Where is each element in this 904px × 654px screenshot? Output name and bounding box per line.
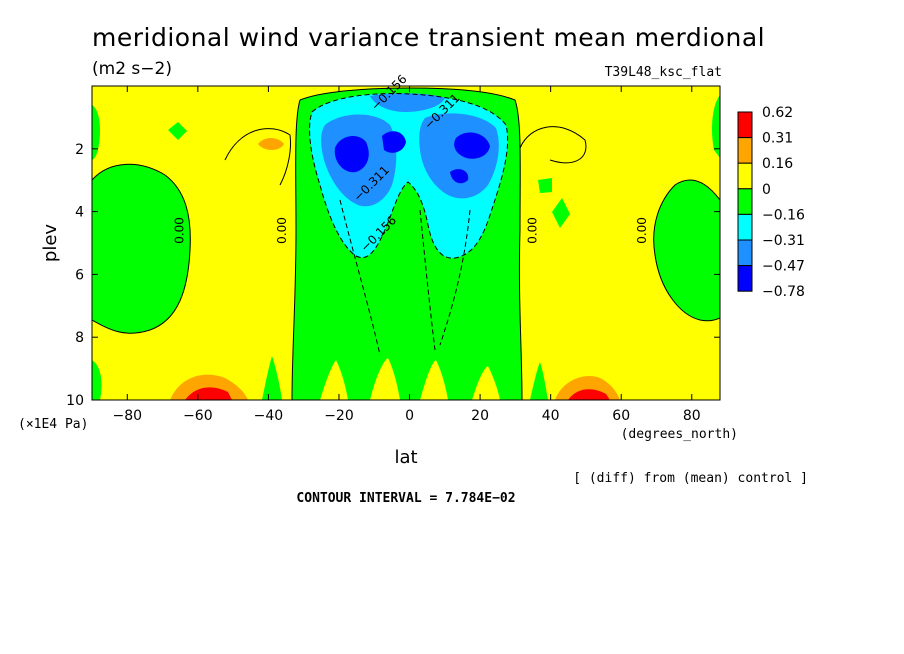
y-tick-label: 2 (75, 142, 84, 158)
plot-frame (91, 85, 721, 401)
y-axis-label: plev (40, 224, 61, 263)
contour-cyan (309, 93, 509, 259)
field-yellow-wedge-1 (320, 360, 348, 400)
x-tick-label: −60 (183, 408, 213, 424)
field-red-bottom-east (568, 389, 610, 400)
contour-label: 0.00 (275, 217, 289, 244)
field-green-east (653, 180, 720, 321)
field-blue-medium-top (370, 93, 445, 112)
legend-swatch (737, 265, 753, 292)
contour-label: 0.00 (635, 217, 649, 244)
contour-positive-west (224, 128, 291, 186)
contour-positive-east (519, 126, 587, 164)
x-tick-label: −20 (324, 408, 354, 424)
legend-swatch (737, 213, 753, 241)
x-tick-label: 40 (542, 408, 560, 424)
legend-swatch (737, 137, 753, 164)
legend-level: 0.16 (762, 156, 793, 172)
field-green-west-bottom (92, 360, 102, 400)
legend-swatch (737, 188, 753, 215)
contour-interval: CONTOUR INTERVAL = 7.784E−02 (296, 491, 515, 506)
y-tick-label: 10 (66, 393, 84, 409)
field-green-west (92, 164, 191, 334)
legend-level: −0.31 (762, 233, 805, 249)
field-blue-dark-mid (382, 131, 406, 153)
y-tick-label: 8 (75, 330, 84, 346)
x-tick-label: 0 (405, 408, 414, 424)
field-orange-west-top (258, 138, 284, 150)
x-tick-label: 20 (471, 408, 489, 424)
legend-swatch (737, 111, 753, 139)
contour-zero-east (653, 179, 720, 322)
y-axis: 2 4 6 8 10 (66, 142, 720, 409)
contour-label: 0.00 (173, 217, 187, 244)
x-tick-label: −80 (113, 408, 143, 424)
x-tick-label: −40 (254, 408, 284, 424)
contour-inner-dashed-1 (339, 199, 381, 356)
field-green-spike-1 (262, 356, 282, 400)
legend-level: 0.31 (762, 131, 793, 147)
contour-label: 0.00 (526, 217, 540, 244)
x-axis-label: lat (394, 447, 417, 468)
field-yellow-wedge-3 (420, 360, 448, 400)
field-green-west-edge (92, 105, 100, 160)
field-green-blob-1 (168, 122, 187, 140)
contour-zero-tropics (299, 87, 523, 400)
field-blue-dark-east (454, 132, 490, 159)
legend-level: 0.62 (762, 105, 793, 121)
field-yellow-wedge-4 (472, 366, 500, 400)
y-tick-label: 6 (75, 267, 84, 283)
chart-units: (m2 s−2) (92, 59, 172, 79)
field-green-blob-2 (538, 178, 552, 193)
x-axis-units: (degrees_north) (621, 427, 738, 442)
x-tick-label: 60 (612, 408, 630, 424)
field-blue-dark-west (334, 136, 369, 173)
legend-level: −0.47 (762, 259, 805, 275)
field-yellow-wedge-2 (370, 358, 400, 400)
contour-zero-west (92, 163, 191, 334)
contour-zero-tropics-west (291, 99, 301, 400)
field-red-bottom-west (185, 387, 232, 400)
field-green-blob-3 (552, 198, 570, 228)
x-axis: −80 −60 −40 −20 0 20 40 60 80 (113, 86, 701, 424)
legend-level: 0 (762, 182, 771, 198)
legend-swatch (737, 162, 753, 190)
y-axis-units: (×1E4 Pa) (18, 417, 88, 432)
contour-inner-dashed-3 (439, 209, 471, 346)
legend-level: −0.16 (762, 207, 805, 223)
contour-lines (92, 87, 720, 400)
footer-note: [ (diff) from (mean) control ] (573, 471, 808, 486)
legend: 0.62 0.31 0.16 0 −0.16 −0.31 −0.47 −0.78 (737, 105, 805, 300)
contour-inner-dashed-2 (419, 209, 436, 351)
y-tick-label: 4 (75, 205, 84, 221)
field-green-east-edge (712, 95, 720, 158)
field-green-spike-2 (530, 362, 548, 400)
contour-field (92, 86, 720, 400)
experiment-label: T39L48_ksc_flat (605, 65, 722, 80)
legend-level: −0.78 (762, 284, 805, 300)
field-blue-dark-east2 (450, 169, 469, 184)
legend-swatch (737, 239, 753, 267)
chart-title: meridional wind variance transient mean … (92, 23, 765, 52)
x-tick-label: 80 (683, 408, 701, 424)
